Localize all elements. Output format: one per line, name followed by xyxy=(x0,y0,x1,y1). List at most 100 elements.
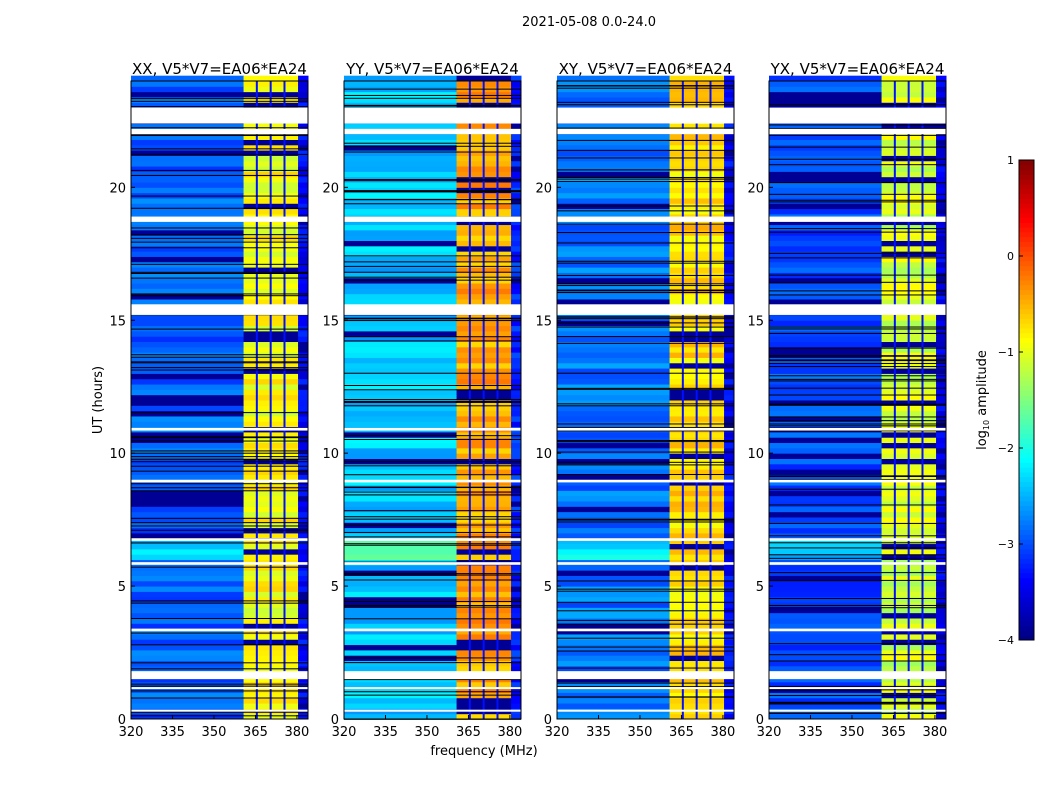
dropout-line xyxy=(769,193,946,195)
heatmap-cell xyxy=(724,415,735,422)
heatmap-cell xyxy=(724,197,735,204)
colorbar-segment xyxy=(1019,294,1034,300)
heatmap-cell xyxy=(344,495,458,502)
heatmap-cell xyxy=(344,346,458,353)
heatmap-cell xyxy=(769,251,883,257)
heatmap-cell xyxy=(344,570,458,576)
heatmap-cell xyxy=(344,644,458,651)
heatmap-cell xyxy=(557,639,671,646)
heatmap-cell xyxy=(936,400,947,406)
dropout-line xyxy=(769,394,946,396)
panel-frame xyxy=(556,80,735,720)
heatmap-cell xyxy=(769,649,883,656)
heatmap-cell xyxy=(769,150,883,156)
heatmap-cell xyxy=(298,591,309,598)
heatmap-cell xyxy=(769,171,883,178)
heatmap-cell xyxy=(724,362,735,369)
heatmap-cell xyxy=(511,320,522,327)
heatmap-cell xyxy=(769,490,883,497)
heatmap-cell xyxy=(557,575,671,582)
heatmap-cell xyxy=(131,564,245,571)
heatmap-cell xyxy=(511,192,522,199)
dropout-line xyxy=(769,378,946,380)
colorbar-segment xyxy=(1019,539,1034,545)
heatmap-cell xyxy=(557,288,671,295)
heatmap-cell xyxy=(557,490,671,497)
heatmap-cell xyxy=(557,219,671,226)
heatmap-cell xyxy=(724,96,735,103)
heatmap-cell xyxy=(131,431,245,438)
dropout-line xyxy=(769,257,946,259)
heatmap-cell xyxy=(724,506,735,513)
x-tick-label: 380 xyxy=(711,725,736,740)
dropout-line xyxy=(769,199,946,201)
heatmap-cell xyxy=(344,288,458,295)
dropout-line xyxy=(769,607,946,609)
heatmap-cell xyxy=(131,410,245,417)
heatmap-cell xyxy=(344,538,458,545)
dark-channel xyxy=(709,81,712,719)
colorbar-segment xyxy=(1019,270,1034,276)
heatmap-cell xyxy=(557,182,671,188)
panel-3: YX, V5*V7=EA06*EA24 320 335 350 365 380 0 5 10 15… xyxy=(747,60,947,740)
heatmap-cell xyxy=(769,469,883,475)
heatmap-cell xyxy=(724,660,735,667)
heatmap-cell xyxy=(769,208,883,215)
heatmap-cell xyxy=(511,261,522,268)
x-tick-label: 335 xyxy=(798,725,823,740)
heatmap-cell xyxy=(557,458,671,465)
colorbar-segment xyxy=(1019,342,1034,348)
heatmap-cell xyxy=(131,639,245,646)
heatmap-cell xyxy=(936,277,947,284)
heatmap-cell xyxy=(557,676,671,683)
colorbar-segment xyxy=(1019,356,1034,363)
y-tick-label: 20 xyxy=(109,181,126,196)
heatmap-cell xyxy=(511,548,522,555)
heatmap-cell xyxy=(724,123,735,130)
heatmap-cell xyxy=(298,86,309,93)
heatmap-cell xyxy=(724,474,735,481)
colorbar-segment xyxy=(1019,236,1034,243)
dropout-line xyxy=(769,290,946,292)
dropout-line xyxy=(344,543,521,545)
heatmap-cell xyxy=(557,91,671,98)
heatmap-cell xyxy=(936,182,947,188)
colorbar-segment xyxy=(1019,481,1034,487)
dropout-line xyxy=(769,689,946,691)
heatmap-cell xyxy=(769,293,883,300)
dropout-line xyxy=(344,255,521,257)
dropout-line xyxy=(557,289,734,291)
heatmap-cell xyxy=(131,171,245,178)
heatmap-cell xyxy=(936,373,947,380)
heatmap-cell xyxy=(344,166,458,172)
x-axis-label: frequency (MHz) xyxy=(430,744,537,759)
dropout-line xyxy=(131,566,308,568)
heatmap-cell xyxy=(936,251,947,257)
dropout-line xyxy=(557,590,734,592)
heatmap-cell xyxy=(298,633,309,640)
heatmap-cell xyxy=(511,442,522,449)
heatmap-cell xyxy=(557,633,671,640)
heatmap-cell xyxy=(344,474,458,481)
heatmap-cell xyxy=(769,373,883,380)
colorbar-segment xyxy=(1019,385,1034,391)
heatmap-cell xyxy=(724,665,735,672)
heatmap-cell xyxy=(769,617,883,624)
y-tick-label: 15 xyxy=(747,314,764,329)
heatmap-cell xyxy=(936,660,947,667)
x-tick-label: 380 xyxy=(285,725,310,740)
heatmap-cell xyxy=(936,697,947,704)
heatmap-cell xyxy=(511,511,522,518)
heatmap-cell xyxy=(298,607,309,614)
heatmap-cell xyxy=(344,442,458,449)
heatmap-cell xyxy=(344,341,458,348)
heatmap-cell xyxy=(131,150,245,156)
dropout-line xyxy=(131,127,308,129)
colorbar-segment xyxy=(1019,544,1034,550)
colorbar-segment xyxy=(1019,390,1034,396)
heatmap-cell xyxy=(936,267,947,273)
dropout-line xyxy=(131,450,308,452)
heatmap-cell xyxy=(936,665,947,672)
flagged-interval xyxy=(344,427,521,431)
dropout-line xyxy=(131,683,308,685)
